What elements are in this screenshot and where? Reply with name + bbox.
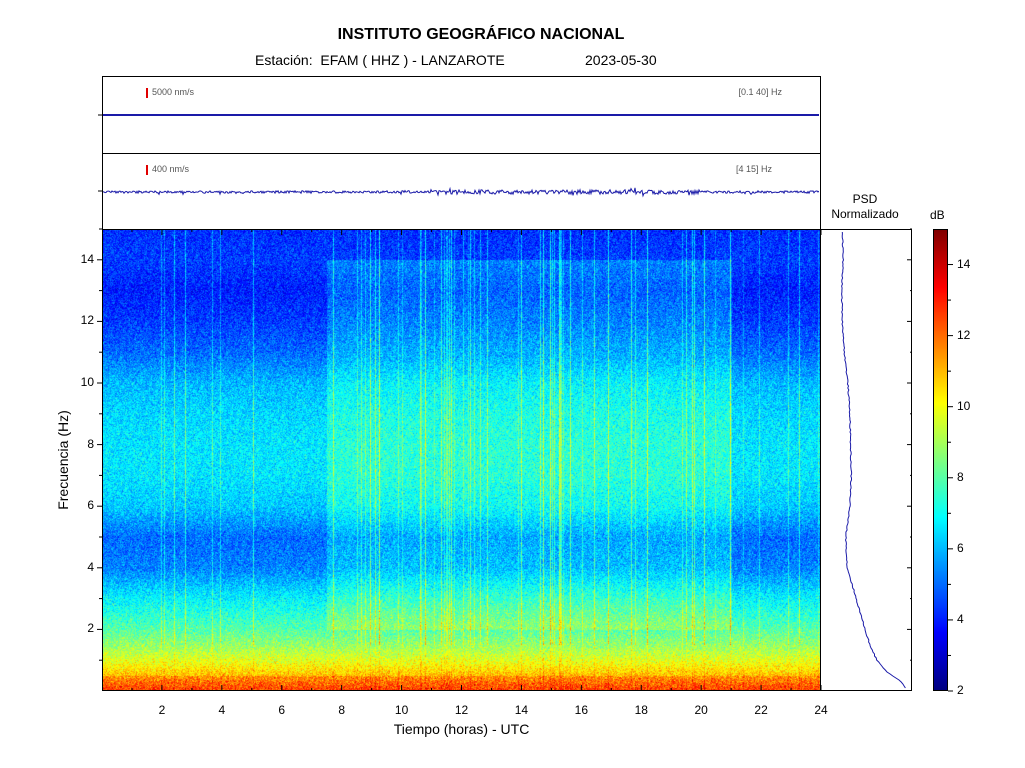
colorbar-tick-label: 6 <box>957 540 964 555</box>
x-tick-label: 20 <box>694 703 708 717</box>
y-axis-label: Frecuencia (Hz) <box>55 410 71 510</box>
seismogram-trace-2 <box>103 186 819 198</box>
colorbar-tick-label: 14 <box>957 256 971 271</box>
colorbar-tick-label: 4 <box>957 611 964 626</box>
psd-curve <box>840 231 906 689</box>
y-tick-label: 4 <box>87 559 94 574</box>
colorbar-tick-label: 2 <box>957 683 964 697</box>
x-tick-label: 10 <box>394 703 409 717</box>
colorbar <box>933 229 948 691</box>
x-tick-label: 14 <box>514 703 529 717</box>
x-tick-label: 12 <box>454 703 469 717</box>
x-tick-label: 24 <box>814 703 828 717</box>
x-tick-label: 18 <box>634 703 648 717</box>
scale-label: 400 nm/s <box>152 164 190 174</box>
page-title: INSTITUTO GEOGRÁFICO NACIONAL <box>337 26 625 43</box>
colorbar-tick-label: 10 <box>957 398 971 413</box>
station-label: Estación: EFAM ( HHZ ) - LANZAROTE <box>255 52 505 68</box>
x-tick-label: 16 <box>574 703 588 717</box>
psd-panel <box>820 229 912 691</box>
y-tick-label: 8 <box>87 436 94 451</box>
date-label: 2023-05-30 <box>585 52 657 68</box>
y-tick-label: 14 <box>80 251 94 266</box>
y-tick-label: 2 <box>87 621 94 636</box>
psd-title-line1: PSD <box>852 192 878 206</box>
seismogram-trace-1 <box>103 114 819 116</box>
x-tick-label: 8 <box>338 703 345 717</box>
psd-curve-svg <box>840 231 906 689</box>
trace-panel-broadband: 5000 nm/s [0.1 40] Hz <box>102 76 821 154</box>
x-axis-label: Tiempo (horas) - UTC <box>393 721 530 737</box>
spectrogram-heatmap <box>102 229 821 691</box>
psd-title-line2: Normalizado <box>831 207 899 221</box>
scale-bar-marker <box>146 165 148 175</box>
band-label: [4 15] Hz <box>735 164 772 174</box>
colorbar-title: dB <box>930 208 945 222</box>
colorbar-tick-label: 12 <box>957 327 971 342</box>
y-tick-label: 10 <box>80 375 94 389</box>
colorbar-frame <box>933 229 948 691</box>
x-tick-label: 6 <box>278 703 286 717</box>
scale-bar-marker <box>146 88 148 98</box>
psd-title: PSD Normalizado <box>820 192 910 222</box>
x-tick-label: 4 <box>218 703 226 717</box>
y-tick-label: 6 <box>87 498 94 513</box>
y-tick-label: 12 <box>80 313 94 328</box>
x-tick-label: 2 <box>158 703 166 717</box>
x-tick-label: 22 <box>754 703 768 717</box>
scale-label: 5000 nm/s <box>152 87 195 97</box>
colorbar-tick-label: 8 <box>957 469 964 484</box>
trace-panel-filtered: 400 nm/s [4 15] Hz <box>102 153 821 230</box>
band-label: [0.1 40] Hz <box>738 87 782 97</box>
